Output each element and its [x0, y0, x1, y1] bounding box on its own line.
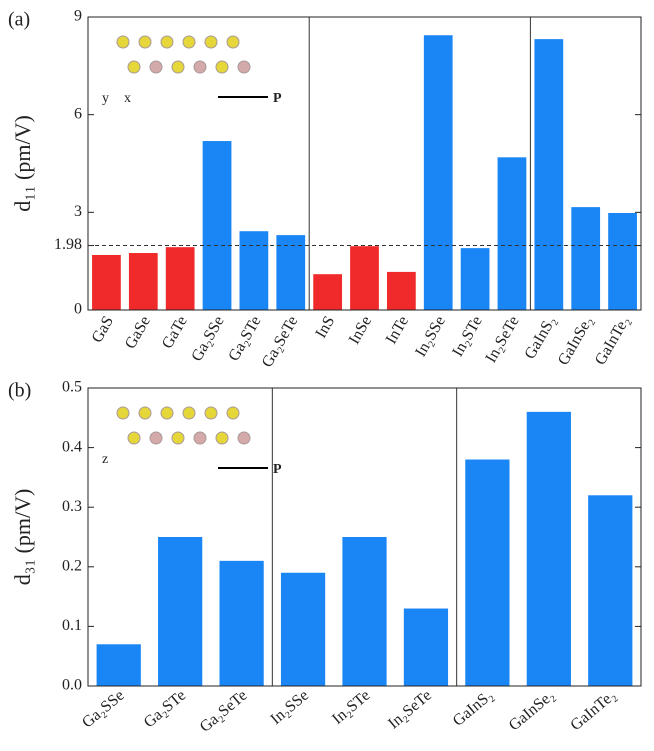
atom: [183, 407, 195, 419]
atom: [128, 61, 140, 73]
x-tick-label: GaInTe₂: [592, 313, 633, 368]
x-tick-label: In₂STe: [449, 313, 486, 359]
atom: [172, 61, 184, 73]
atom: [227, 36, 239, 48]
bar: [166, 247, 195, 310]
bar: [219, 561, 263, 686]
bar: [97, 644, 141, 686]
panel-label: (a): [8, 9, 30, 31]
atom: [117, 407, 129, 419]
y-tick-label: 0.5: [62, 379, 82, 396]
x-tick-label: Ga₂STe: [141, 687, 189, 731]
bar: [424, 35, 453, 310]
bar: [158, 537, 202, 686]
bar: [608, 213, 637, 310]
x-tick-label: In₂SSe: [267, 687, 311, 728]
atom: [194, 432, 206, 444]
bar: [387, 272, 416, 310]
atom: [139, 36, 151, 48]
x-tick-label: GaSe: [122, 313, 154, 352]
x-tick-label: Ga₂SeTe: [259, 313, 302, 370]
y-tick-label: 0.0: [62, 677, 82, 694]
x-tick-label: Ga₂STe: [225, 313, 264, 364]
atom: [150, 61, 162, 73]
bar: [313, 274, 342, 310]
x-tick-label: GaInS₂: [450, 687, 497, 730]
x-tick-label: In₂STe: [329, 687, 373, 728]
atom: [205, 407, 217, 419]
y-tick-label: 0.2: [62, 557, 82, 574]
y-tick-label: 0: [74, 301, 82, 318]
atom: [205, 36, 217, 48]
inset-label: P: [273, 91, 282, 106]
x-tick-label: In₂SSe: [412, 313, 449, 359]
y-tick-label: 0.3: [62, 498, 82, 515]
bar: [281, 573, 325, 686]
atom: [216, 61, 228, 73]
bar: [571, 207, 600, 310]
bar: [527, 412, 571, 686]
atom: [238, 61, 250, 73]
x-tick-label: Ga₂SeTe: [197, 687, 251, 736]
x-tick-label: Ga₂SSe: [188, 313, 227, 364]
y-tick-label: 9: [74, 8, 82, 25]
x-tick-label: In₂SeTe: [483, 313, 523, 365]
x-tick-label: GaInS₂: [522, 313, 560, 362]
atom: [150, 432, 162, 444]
atom: [216, 432, 228, 444]
bar: [240, 231, 269, 310]
x-tick-label: GaInSe₂: [506, 687, 558, 734]
atom: [172, 432, 184, 444]
y-tick-label: 0.4: [62, 438, 82, 455]
x-tick-label: GaS: [89, 313, 118, 345]
inset-label: y: [102, 91, 109, 106]
y-axis-label: d₁₁ (pm/V): [10, 115, 35, 212]
y-tick-label: 6: [74, 105, 82, 122]
x-tick-label: InS: [312, 313, 338, 341]
bar: [498, 157, 527, 310]
figure: GaSGaSeGaTeGa₂SSeGa₂STeGa₂SeTeInSInSeInT…: [0, 0, 654, 746]
x-tick-label: In₂SeTe: [385, 687, 435, 733]
atom: [183, 36, 195, 48]
x-tick-label: Ga₂SSe: [79, 687, 128, 732]
bar: [588, 495, 632, 686]
y-tick-label: 1.98: [54, 236, 82, 253]
x-tick-label: InSe: [346, 313, 375, 347]
atom: [238, 432, 250, 444]
y-axis-label: d₃₁ (pm/V): [10, 489, 35, 586]
inset: zP: [102, 407, 282, 477]
bar: [350, 246, 379, 310]
atom: [194, 61, 206, 73]
bar: [342, 537, 386, 686]
bar: [203, 141, 232, 310]
x-tick-label: GaInTe₂: [567, 687, 619, 734]
panel-label: (b): [8, 380, 31, 402]
atom: [139, 407, 151, 419]
bar: [465, 460, 509, 686]
atom: [128, 432, 140, 444]
y-tick-label: 3: [74, 203, 82, 220]
bar: [129, 253, 158, 310]
bar: [404, 609, 448, 686]
x-tick-label: InTe: [383, 313, 412, 347]
inset-label: P: [273, 462, 282, 477]
bar: [276, 235, 305, 310]
atom: [161, 407, 173, 419]
inset-label: z: [102, 452, 108, 467]
y-tick-label: 0.1: [62, 617, 82, 634]
atom: [227, 407, 239, 419]
bar: [92, 255, 121, 310]
inset-label: x: [124, 91, 131, 106]
atom: [117, 36, 129, 48]
x-tick-label: GaInSe₂: [555, 313, 597, 368]
atom: [161, 36, 173, 48]
x-tick-label: GaTe: [159, 313, 191, 351]
bar: [534, 39, 563, 310]
bar: [461, 248, 490, 310]
